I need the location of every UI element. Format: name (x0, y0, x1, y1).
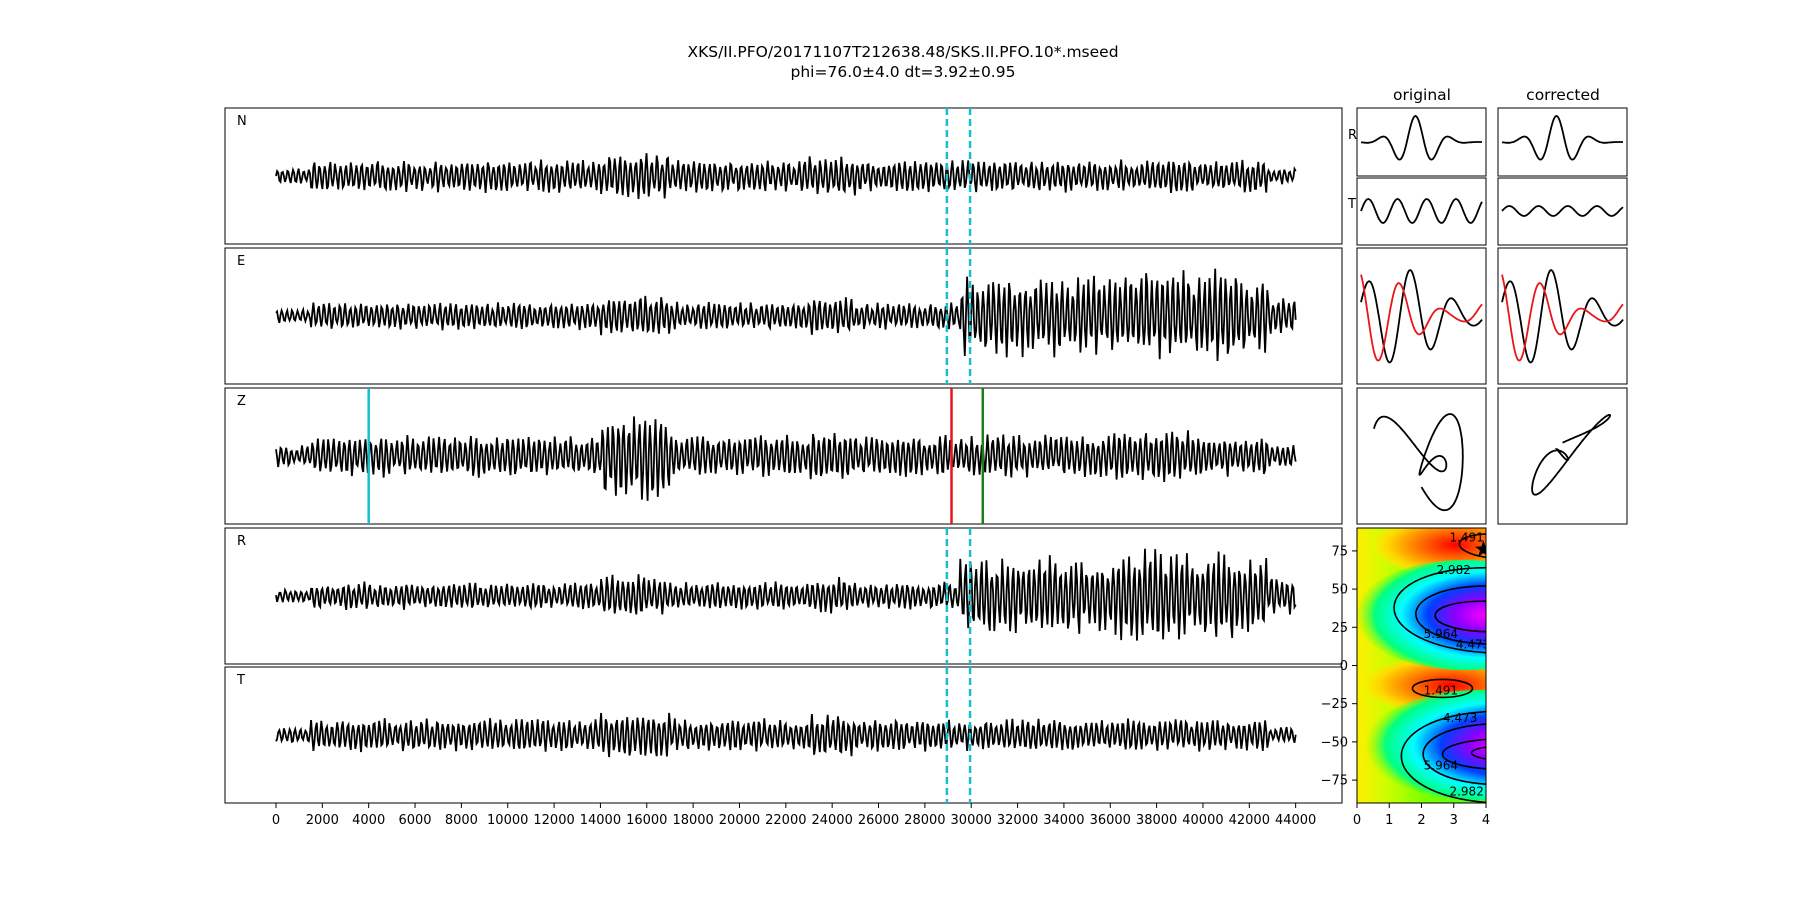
contour-line (1470, 746, 1486, 760)
x-tick-label: 14000 (580, 813, 621, 828)
pm-overlay-black-original (1360, 269, 1483, 364)
x-tick-label: 30000 (951, 813, 992, 828)
hm-y-tick-label: 50 (1331, 583, 1348, 598)
waveform-trace-e (275, 268, 1297, 362)
x-tick-label: 6000 (398, 813, 431, 828)
hm-x-tick-label: 3 (1450, 813, 1458, 828)
hm-y-tick-label: −25 (1321, 697, 1348, 712)
figure-subtitle: phi=76.0±4.0 dt=3.92±0.95 (791, 63, 1016, 81)
contour-line (1411, 678, 1474, 699)
panel-label-r: R (237, 534, 246, 549)
contour-line (1458, 533, 1486, 559)
contour-label: 1.491 (1449, 531, 1483, 545)
misfit-heatmap-fill (1357, 528, 1486, 803)
hm-x-tick-label: 0 (1353, 813, 1361, 828)
x-tick-label: 18000 (672, 813, 713, 828)
x-tick-label: 26000 (858, 813, 899, 828)
contour-label: 4.473 (1456, 638, 1490, 652)
x-tick-label: 36000 (1090, 813, 1131, 828)
pm-panel-original-1 (1356, 177, 1487, 246)
pm-hodogram-original (1373, 413, 1464, 512)
hm-y-tick-label: 75 (1331, 544, 1348, 559)
x-tick-label: 38000 (1136, 813, 1177, 828)
x-tick-label: 40000 (1182, 813, 1223, 828)
waveform-trace-t (275, 712, 1297, 758)
hm-y-tick-label: −75 (1321, 774, 1348, 789)
figure-title: XKS/II.PFO/20171107T212638.48/SKS.II.PFO… (687, 43, 1118, 61)
contour-label: 1.491 (1424, 683, 1458, 697)
contour-line (1422, 723, 1486, 785)
x-tick-label: 20000 (719, 813, 760, 828)
x-tick-label: 2000 (306, 813, 339, 828)
column-header-original: original (1393, 86, 1451, 104)
pm-panel-original-3 (1356, 387, 1487, 525)
contour-line (1434, 600, 1486, 633)
x-tick-label: 0 (272, 813, 280, 828)
contour-label: 4.473 (1443, 711, 1477, 725)
x-tick-label: 32000 (997, 813, 1038, 828)
hm-x-tick-label: 1 (1385, 813, 1393, 828)
hm-y-tick-label: 0 (1340, 659, 1348, 674)
pm-hodogram-corrected (1531, 414, 1611, 496)
x-tick-label: 10000 (487, 813, 528, 828)
hm-y-tick-label: 25 (1331, 621, 1348, 636)
x-tick-label: 44000 (1275, 813, 1316, 828)
x-tick-label: 12000 (533, 813, 574, 828)
contour-line (1393, 567, 1486, 654)
best-fit-star (1474, 540, 1486, 557)
pm-overlay-red-corrected (1501, 274, 1624, 362)
contour-label: 5.964 (1424, 758, 1458, 772)
x-tick-label: 16000 (626, 813, 667, 828)
waveform-trace-r (275, 548, 1297, 641)
hm-x-tick-label: 2 (1417, 813, 1425, 828)
contour-label: 5.964 (1424, 627, 1458, 641)
contour-label: 2.982 (1449, 784, 1483, 798)
panel-label-t: T (236, 673, 245, 688)
waveform-trace-n (275, 153, 1297, 200)
waveform-trace-z (275, 416, 1297, 501)
contour-line (1415, 585, 1486, 645)
pm-overlay-red-original (1360, 274, 1483, 362)
x-tick-label: 4000 (352, 813, 385, 828)
contour-label: 2.982 (1437, 563, 1471, 577)
x-tick-label: 24000 (811, 813, 852, 828)
x-tick-label: 22000 (765, 813, 806, 828)
x-tick-label: 8000 (445, 813, 478, 828)
contour-line (1441, 738, 1486, 770)
panel-label-z: Z (237, 394, 246, 409)
pm-t-trace-corrected (1501, 205, 1624, 217)
hm-y-tick-label: −50 (1321, 735, 1348, 750)
panel-label-n: N (237, 114, 247, 129)
contour-line (1400, 711, 1486, 803)
x-tick-label: 42000 (1229, 813, 1270, 828)
hm-x-tick-label: 4 (1482, 813, 1490, 828)
pm-row-label-t: T (1347, 197, 1356, 212)
x-tick-label: 28000 (904, 813, 945, 828)
pm-t-trace-original (1360, 198, 1483, 224)
x-tick-label: 34000 (1043, 813, 1084, 828)
pm-row-label-r: R (1348, 128, 1357, 143)
pm-r-trace-corrected (1502, 115, 1623, 161)
column-header-corrected: corrected (1526, 86, 1600, 104)
pm-r-trace-original (1361, 115, 1482, 161)
pm-overlay-black-corrected (1501, 269, 1624, 364)
panel-label-e: E (237, 254, 245, 269)
